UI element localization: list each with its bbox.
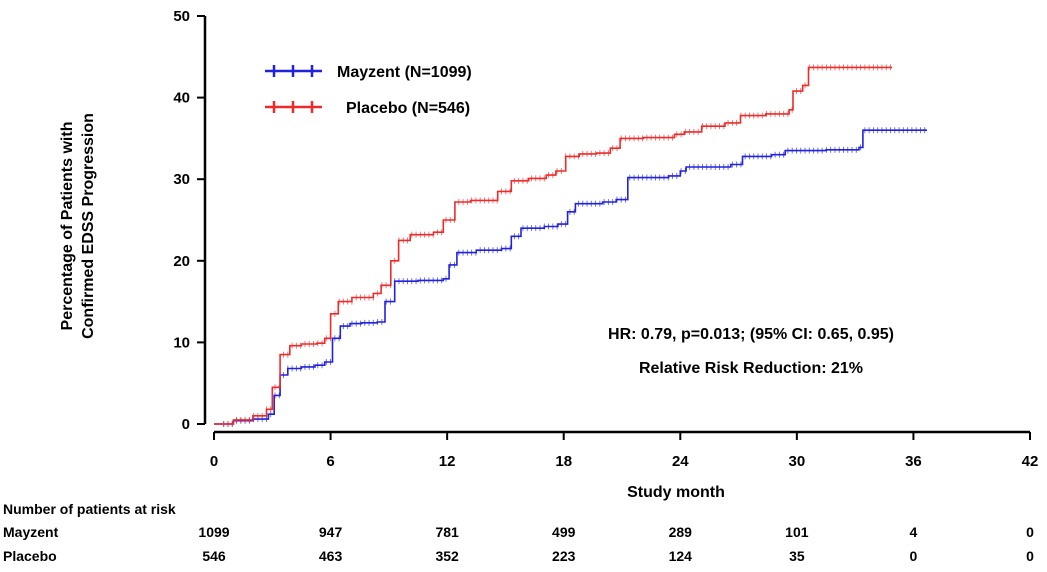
x-tick-label-30: 30 [789, 453, 806, 470]
x-tick-label-36: 36 [905, 453, 922, 470]
risk-value-mayzent-6: 947 [319, 524, 343, 540]
risk-value-placebo-42: 0 [1026, 548, 1034, 564]
risk-value-placebo-0: 546 [202, 548, 226, 564]
risk-value-mayzent-36: 4 [910, 524, 918, 540]
x-tick-label-24: 24 [672, 453, 689, 470]
x-tick-label-6: 6 [326, 453, 334, 470]
risk-row-label-mayzent: Mayzent [3, 524, 59, 540]
x-tick-label-12: 12 [439, 453, 456, 470]
risk-value-mayzent-18: 499 [552, 524, 576, 540]
legend-label-mayzent: Mayzent (N=1099) [337, 64, 472, 81]
risk-value-placebo-12: 352 [435, 548, 459, 564]
risk-value-placebo-30: 35 [789, 548, 805, 564]
risk-value-mayzent-24: 289 [669, 524, 693, 540]
y-axis-title-line-2: Confirmed EDSS Progression [80, 113, 97, 339]
risk-value-mayzent-12: 781 [435, 524, 459, 540]
x-axis-title: Study month [627, 484, 725, 501]
y-tick-label-0: 0 [182, 416, 190, 433]
y-tick-label-30: 30 [173, 171, 190, 188]
y-tick-label-50: 50 [173, 8, 190, 25]
series-line-mayzent [214, 129, 927, 425]
y-tick-label-10: 10 [173, 334, 190, 351]
risk-value-placebo-6: 463 [319, 548, 343, 564]
y-tick-label-40: 40 [173, 90, 190, 107]
censor-marks-mayzent [223, 127, 926, 427]
legend-item-placebo: Placebo (N=546) [265, 100, 470, 117]
risk-reduction-annotation: Relative Risk Reduction: 21% [639, 360, 863, 377]
legend-item-mayzent: Mayzent (N=1099) [265, 64, 472, 81]
y-axis-title-line-1: Percentage of Patients with [59, 122, 76, 331]
risk-value-placebo-18: 223 [552, 548, 576, 564]
legend: Mayzent (N=1099) Placebo (N=546) [265, 64, 472, 117]
axes: 0 10 20 30 40 50 0 6 12 18 24 30 36 42 [173, 8, 1038, 470]
risk-value-mayzent-30: 101 [785, 524, 809, 540]
risk-value-placebo-36: 0 [910, 548, 918, 564]
risk-table-title: Number of patients at risk [3, 501, 176, 517]
risk-table-values: 1099 947 781 499 289 101 4 0 546 463 352 223 124 35 0 0 [198, 524, 1034, 564]
legend-label-placebo: Placebo (N=546) [346, 100, 470, 117]
risk-value-placebo-24: 124 [669, 548, 693, 564]
risk-row-label-placebo: Placebo [3, 548, 57, 564]
censor-marks-placebo [223, 64, 891, 427]
risk-value-mayzent-0: 1099 [198, 524, 229, 540]
hazard-ratio-annotation: HR: 0.79, p=0.013; (95% CI: 0.65, 0.95) [608, 326, 894, 343]
legend-ticks-placebo [272, 101, 314, 113]
series-layer [214, 64, 927, 427]
x-tick-label-0: 0 [210, 453, 218, 470]
y-tick-label-20: 20 [173, 253, 190, 270]
legend-ticks-mayzent [272, 65, 314, 77]
x-tick-label-42: 42 [1022, 453, 1039, 470]
risk-value-mayzent-42: 0 [1026, 524, 1034, 540]
x-tick-label-18: 18 [555, 453, 572, 470]
